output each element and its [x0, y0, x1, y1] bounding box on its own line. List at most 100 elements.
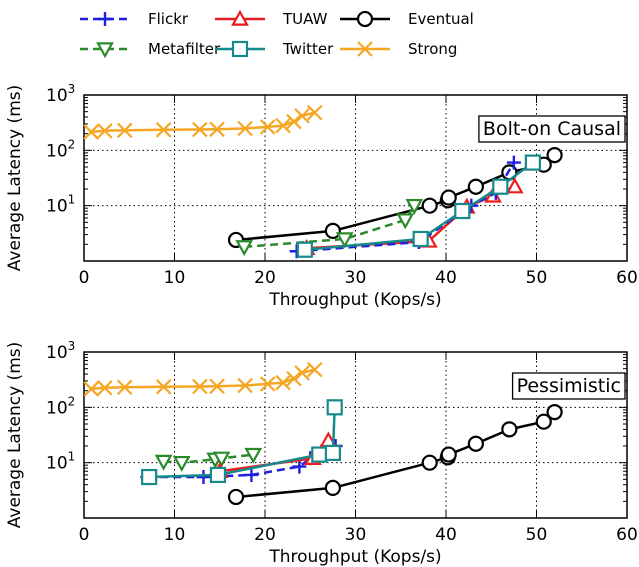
x-tick-label: 30 — [345, 268, 367, 288]
data-point-eventual — [227, 488, 245, 506]
series-twitter — [296, 154, 541, 258]
data-point-twitter — [209, 466, 227, 484]
x-axis-label: Throughput (Kops/s) — [268, 290, 441, 310]
legend-entry-eventual: Eventual — [340, 10, 474, 28]
x-tick-label: 50 — [526, 268, 548, 288]
data-point-strong — [286, 113, 302, 130]
data-point-metafilter — [405, 198, 424, 215]
legend-label-tuaw: TUAW — [282, 10, 328, 28]
y-tick-label: 103 — [46, 82, 75, 106]
panel-title-pessimistic: Pessimistic — [511, 372, 626, 400]
panel-title-box — [511, 372, 626, 400]
series-group — [83, 104, 563, 259]
x-tick-label: 60 — [616, 268, 638, 288]
series-metafilter — [154, 447, 263, 472]
y-tick-label: 102 — [46, 394, 75, 418]
legend-entry-twitter: Twitter — [215, 40, 334, 58]
series-twitter — [141, 399, 343, 486]
y-tick-label: 101 — [46, 193, 75, 217]
data-point-eventual — [440, 446, 457, 463]
x-tick-label: 10 — [164, 525, 186, 545]
data-point-strong — [259, 376, 276, 392]
data-point-strong — [116, 122, 133, 139]
legend-marker-metafilter — [96, 42, 114, 59]
x-tick-label: 20 — [254, 525, 276, 545]
series-line-twitter — [149, 407, 336, 479]
panel-title-box — [478, 115, 626, 143]
data-point-strong — [306, 104, 323, 121]
data-point-flickr — [244, 467, 259, 482]
data-point-strong — [83, 381, 100, 397]
legend-entry-strong: Strong — [340, 40, 457, 58]
data-point-metafilter — [172, 455, 191, 472]
x-tick-label: 50 — [526, 525, 548, 545]
legend-label-twitter: Twitter — [282, 40, 334, 58]
legend-label-eventual: Eventual — [408, 10, 474, 28]
data-point-metafilter — [212, 451, 231, 468]
data-point-strong — [116, 379, 133, 396]
data-point-strong — [237, 377, 253, 394]
data-point-twitter — [454, 202, 471, 220]
x-axis-label: Throughput (Kops/s) — [268, 547, 441, 567]
data-point-strong — [97, 380, 113, 396]
data-point-eventual — [324, 222, 341, 239]
data-point-strong — [294, 365, 310, 381]
x-tick-label: 10 — [164, 268, 186, 288]
data-point-metafilter — [235, 240, 254, 257]
legend-entry-metafilter: Metafilter — [80, 40, 221, 59]
data-point-twitter — [412, 230, 429, 248]
legend-entry-flickr: Flickr — [80, 10, 189, 28]
data-point-strong — [192, 378, 208, 395]
y-tick-label: 101 — [46, 450, 75, 474]
legend-marker-strong — [357, 41, 373, 57]
data-point-strong — [209, 378, 225, 395]
legend-label-strong: Strong — [408, 40, 457, 58]
series-group — [83, 361, 563, 506]
y-tick-label: 102 — [46, 137, 75, 161]
data-point-metafilter — [335, 232, 354, 249]
data-point-strong — [275, 374, 291, 391]
data-point-strong — [306, 361, 323, 378]
ticks: 0 10 20 30 40 50 60 101 102 103 — [46, 339, 638, 545]
data-point-flickr — [196, 470, 211, 485]
x-tick-label: 0 — [79, 268, 90, 288]
data-point-metafilter — [244, 447, 263, 464]
data-point-strong — [97, 123, 113, 139]
data-point-eventual — [546, 147, 563, 164]
data-point-metafilter — [396, 213, 415, 230]
data-point-strong — [294, 108, 310, 124]
data-point-strong — [83, 124, 100, 140]
legend-marker-eventual — [356, 10, 374, 28]
legend-marker-flickr — [98, 12, 112, 26]
data-point-twitter — [311, 446, 328, 463]
data-point-metafilter — [154, 454, 173, 471]
data-point-eventual — [421, 197, 438, 214]
data-point-flickr — [506, 155, 521, 170]
data-point-eventual — [535, 413, 552, 430]
panel-title-text: Bolt-on Causal — [483, 118, 621, 140]
legend-label-metafilter: Metafilter — [148, 40, 221, 58]
data-point-strong — [192, 121, 208, 138]
data-point-twitter — [492, 178, 509, 195]
data-point-strong — [286, 370, 302, 387]
series-line-metafilter — [163, 453, 254, 464]
data-point-twitter — [296, 241, 313, 258]
data-point-eventual — [421, 454, 438, 471]
series-metafilter — [235, 198, 424, 257]
series-strong — [83, 361, 323, 397]
ticks: 0 10 20 30 40 50 60 101 102 103 — [46, 82, 638, 288]
panel-title-text: Pessimistic — [517, 375, 621, 397]
panel-pessimistic: 0 10 20 30 40 50 60 101 102 103 Throughput (Kops/s… — [5, 339, 638, 567]
data-point-strong — [237, 120, 253, 137]
data-point-strong — [155, 122, 172, 138]
data-point-strong — [259, 119, 276, 135]
data-point-twitter — [141, 468, 158, 486]
data-point-flickr — [292, 459, 307, 474]
y-tick-label: 103 — [46, 339, 75, 363]
legend-label-flickr: Flickr — [148, 10, 189, 28]
legend-marker-twitter — [231, 40, 249, 58]
data-point-eventual — [501, 421, 518, 438]
data-point-eventual — [467, 435, 484, 452]
data-point-twitter — [324, 444, 341, 462]
